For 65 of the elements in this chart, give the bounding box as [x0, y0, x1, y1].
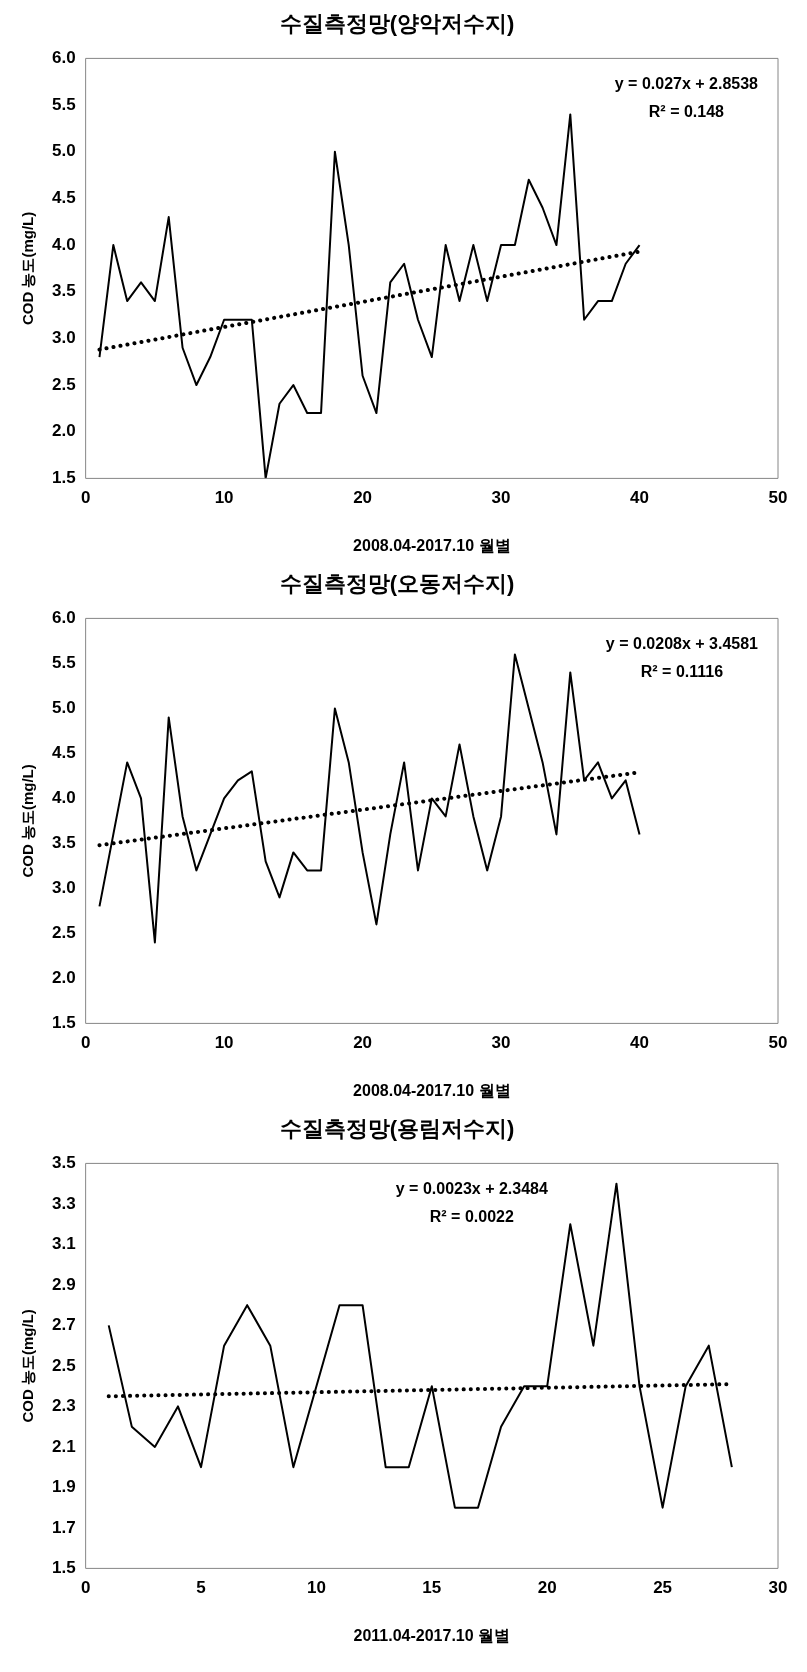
x-tick-label: 40 — [630, 1033, 649, 1053]
annotation: R² = 0.148 — [648, 102, 725, 120]
x-axis-title: 2008.04-2017.10 월별 — [353, 1081, 511, 1099]
x-tick-label: 10 — [214, 488, 234, 508]
x-tick-label: 40 — [630, 488, 649, 508]
y-tick-label: 2.1 — [51, 1436, 76, 1456]
x-tick-label: 0 — [80, 1578, 91, 1598]
x-tick-label: 50 — [768, 488, 788, 508]
y-axis-title: COD 농도(mg/L) — [19, 1309, 37, 1423]
y-tick-label: 2.0 — [51, 968, 76, 988]
y-tick-label: 1.7 — [51, 1517, 76, 1537]
y-tick-label: 3.5 — [51, 281, 76, 301]
y-tick-label: 4.5 — [51, 743, 76, 763]
y-tick-label: 5.0 — [51, 141, 76, 161]
y-tick-label: 2.9 — [51, 1274, 76, 1294]
y-tick-label: 1.5 — [51, 1558, 76, 1578]
x-tick-label: 25 — [653, 1578, 673, 1598]
annotation: y = 0.0023x + 2.3484 — [395, 1179, 548, 1197]
x-tick-label: 30 — [768, 1578, 788, 1598]
y-tick-label: 3.3 — [51, 1193, 76, 1213]
annotation: R² = 0.1116 — [640, 662, 724, 680]
x-tick-label: 5 — [196, 1578, 206, 1598]
y-tick-label: 3.0 — [51, 878, 76, 898]
y-tick-label: 3.5 — [51, 1153, 76, 1173]
y-tick-label: 4.5 — [51, 188, 76, 208]
y-tick-label: 2.5 — [51, 1355, 76, 1375]
y-tick-label: 2.5 — [51, 923, 76, 943]
y-tick-label: 2.7 — [51, 1315, 76, 1335]
x-axis-title: 2008.04-2017.10 월별 — [353, 536, 511, 554]
annotation: y = 0.027x + 2.8538 — [614, 74, 759, 92]
x-tick-label: 30 — [491, 1033, 511, 1053]
y-tick-label: 4.0 — [51, 788, 76, 808]
y-tick-label: 5.5 — [51, 653, 76, 673]
annotation: R² = 0.0022 — [429, 1207, 514, 1225]
y-axis-title: COD 농도(mg/L) — [19, 764, 37, 878]
x-tick-label: 20 — [353, 488, 373, 508]
chart-title: 수질측정망(오동저수지) — [279, 571, 515, 597]
x-tick-label: 0 — [80, 1033, 91, 1053]
y-tick-label: 4.0 — [51, 234, 76, 254]
annotation: y = 0.0208x + 3.4581 — [605, 634, 759, 652]
x-tick-label: 10 — [306, 1578, 326, 1598]
y-tick-label: 6.0 — [51, 48, 76, 68]
y-tick-label: 5.5 — [51, 94, 76, 114]
y-tick-label: 3.1 — [51, 1234, 76, 1254]
x-tick-label: 30 — [491, 488, 511, 508]
chart-title: 수질측정망(양악저수지) — [279, 11, 515, 37]
y-tick-label: 3.0 — [51, 328, 76, 348]
y-tick-label: 6.0 — [51, 608, 76, 628]
x-tick-label: 20 — [537, 1578, 557, 1598]
y-tick-label: 2.3 — [51, 1396, 76, 1416]
x-tick-label: 0 — [80, 488, 91, 508]
y-tick-label: 3.5 — [51, 833, 76, 853]
y-tick-label: 1.5 — [51, 468, 76, 488]
x-axis-title: 2011.04-2017.10 월별 — [353, 1626, 511, 1644]
x-tick-label: 50 — [768, 1033, 788, 1053]
x-tick-label: 20 — [353, 1033, 373, 1053]
x-tick-label: 15 — [422, 1578, 442, 1598]
y-tick-label: 5.0 — [51, 698, 76, 718]
y-tick-label: 2.0 — [51, 421, 76, 441]
chart-title: 수질측정망(용림저수지) — [279, 1116, 515, 1142]
y-tick-label: 2.5 — [51, 374, 76, 394]
x-tick-label: 10 — [214, 1033, 234, 1053]
y-tick-label: 1.9 — [51, 1477, 76, 1497]
y-axis-title: COD 농도(mg/L) — [19, 211, 37, 326]
y-tick-label: 1.5 — [51, 1013, 76, 1033]
